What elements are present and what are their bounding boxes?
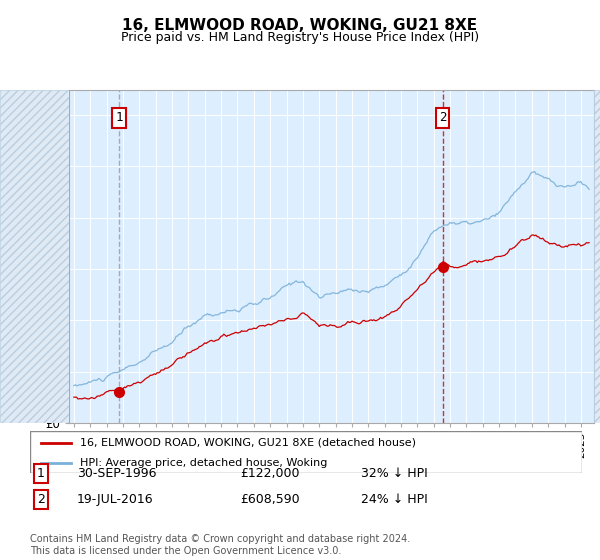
- Text: Contains HM Land Registry data © Crown copyright and database right 2024.
This d: Contains HM Land Registry data © Crown c…: [30, 534, 410, 556]
- Text: 30-SEP-1996: 30-SEP-1996: [77, 466, 157, 480]
- Text: 32% ↓ HPI: 32% ↓ HPI: [361, 466, 428, 480]
- Text: 16, ELMWOOD ROAD, WOKING, GU21 8XE: 16, ELMWOOD ROAD, WOKING, GU21 8XE: [122, 18, 478, 33]
- Text: HPI: Average price, detached house, Woking: HPI: Average price, detached house, Woki…: [80, 458, 327, 468]
- Text: 2: 2: [439, 111, 446, 124]
- Text: 19-JUL-2016: 19-JUL-2016: [77, 493, 154, 506]
- Text: £608,590: £608,590: [240, 493, 299, 506]
- Text: 1: 1: [37, 466, 45, 480]
- Text: £122,000: £122,000: [240, 466, 299, 480]
- Text: 16, ELMWOOD ROAD, WOKING, GU21 8XE (detached house): 16, ELMWOOD ROAD, WOKING, GU21 8XE (deta…: [80, 438, 416, 448]
- Text: 24% ↓ HPI: 24% ↓ HPI: [361, 493, 428, 506]
- Text: 2: 2: [37, 493, 45, 506]
- Text: Price paid vs. HM Land Registry's House Price Index (HPI): Price paid vs. HM Land Registry's House …: [121, 31, 479, 44]
- Text: 1: 1: [115, 111, 122, 124]
